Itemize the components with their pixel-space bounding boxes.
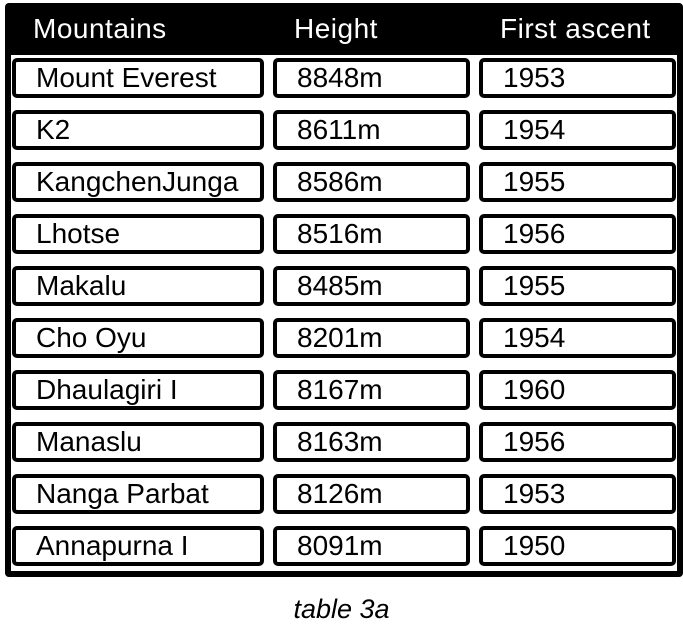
cell-mountain: Annapurna I bbox=[12, 526, 264, 566]
column-header-first-ascent: First ascent bbox=[500, 13, 651, 44]
cell-mountain: Nanga Parbat bbox=[12, 474, 264, 514]
cell-height: 8516m bbox=[273, 214, 470, 254]
cell-first-ascent: 1956 bbox=[479, 422, 676, 462]
cell-height: 8091m bbox=[273, 526, 470, 566]
cell-first-ascent: 1953 bbox=[479, 58, 676, 98]
table-row: Manaslu 8163m 1956 bbox=[12, 422, 677, 462]
table-row: Annapurna I 8091m 1950 bbox=[12, 526, 677, 566]
cell-first-ascent: 1954 bbox=[479, 318, 676, 358]
cell-mountain: Makalu bbox=[12, 266, 264, 306]
cell-height: 8126m bbox=[273, 474, 470, 514]
cell-height: 8586m bbox=[273, 162, 470, 202]
table-row: KangchenJunga 8586m 1955 bbox=[12, 162, 677, 202]
table-row: Cho Oyu 8201m 1954 bbox=[12, 318, 677, 358]
cell-height: 8848m bbox=[273, 58, 470, 98]
cell-mountain: Cho Oyu bbox=[12, 318, 264, 358]
table-row: Mount Everest 8848m 1953 bbox=[12, 58, 677, 98]
mountains-table: Mountains Height First ascent Mount Ever… bbox=[5, 3, 683, 577]
cell-first-ascent: 1950 bbox=[479, 526, 676, 566]
cell-mountain: Lhotse bbox=[12, 214, 264, 254]
table-row: Dhaulagiri I 8167m 1960 bbox=[12, 370, 677, 410]
column-header-height: Height bbox=[294, 13, 378, 44]
table-row: Lhotse 8516m 1956 bbox=[12, 214, 677, 254]
cell-height: 8167m bbox=[273, 370, 470, 410]
table-row: Nanga Parbat 8126m 1953 bbox=[12, 474, 677, 514]
table-body: Mount Everest 8848m 1953 K2 8611m 1954 K… bbox=[11, 55, 677, 571]
cell-first-ascent: 1960 bbox=[479, 370, 676, 410]
cell-first-ascent: 1956 bbox=[479, 214, 676, 254]
column-header-mountains: Mountains bbox=[33, 13, 167, 44]
cell-first-ascent: 1953 bbox=[479, 474, 676, 514]
cell-mountain: Dhaulagiri I bbox=[12, 370, 264, 410]
cell-height: 8163m bbox=[273, 422, 470, 462]
cell-first-ascent: 1954 bbox=[479, 110, 676, 150]
cell-height: 8611m bbox=[273, 110, 470, 150]
cell-height: 8201m bbox=[273, 318, 470, 358]
cell-mountain: Mount Everest bbox=[12, 58, 264, 98]
cell-mountain: Manaslu bbox=[12, 422, 264, 462]
table-header-row: Mountains Height First ascent bbox=[5, 3, 683, 55]
table-row: K2 8611m 1954 bbox=[12, 110, 677, 150]
cell-first-ascent: 1955 bbox=[479, 266, 676, 306]
cell-mountain: KangchenJunga bbox=[12, 162, 264, 202]
cell-mountain: K2 bbox=[12, 110, 264, 150]
table-row: Makalu 8485m 1955 bbox=[12, 266, 677, 306]
cell-first-ascent: 1955 bbox=[479, 162, 676, 202]
table-caption: table 3a bbox=[293, 594, 390, 624]
cell-height: 8485m bbox=[273, 266, 470, 306]
